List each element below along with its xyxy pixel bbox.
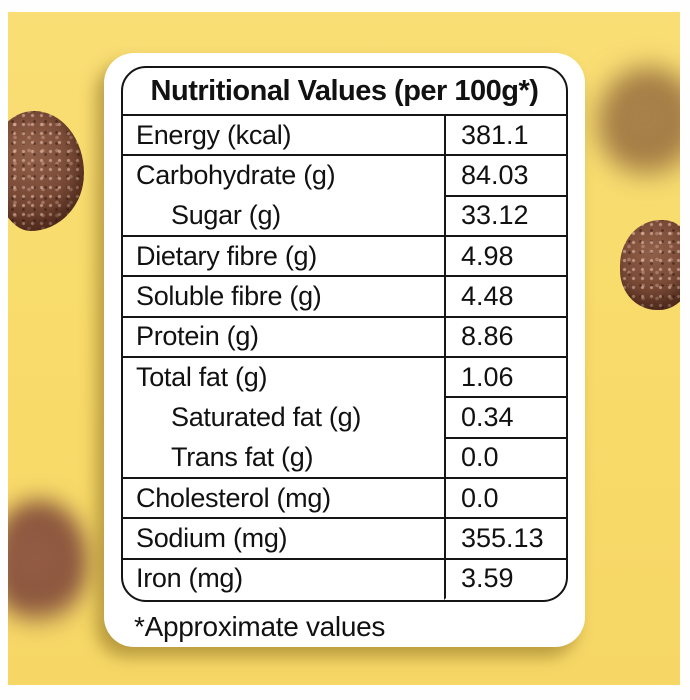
row-label: Energy (kcal) (123, 116, 444, 157)
chocolate-ball-bottom-left-blurred (8, 498, 88, 630)
chocolate-ball-top-right-blurred (598, 67, 680, 179)
row-label: Dietary fibre (g) (123, 237, 444, 278)
row-label: Trans fat (g) (123, 439, 444, 479)
approximate-values-footnote: *Approximate values (134, 611, 386, 642)
table-row: Total fat (g) 1.06 (123, 357, 566, 399)
table-row: Carbohydrate (g) 84.03 (123, 156, 566, 197)
row-value: 0.0 (444, 478, 566, 520)
row-value: 381.1 (444, 116, 566, 157)
table-row: Energy (kcal) 381.1 (123, 116, 566, 157)
nutrition-label-card: Nutritional Values (per 100g*) Energy (k… (104, 53, 585, 647)
table-row: Dietary fibre (g) 4.98 (123, 236, 566, 278)
nutrition-table: Nutritional Values (per 100g*) Energy (k… (121, 66, 568, 602)
table-row: Cholesterol (mg) 0.0 (123, 478, 566, 520)
nutrition-rows: Energy (kcal) 381.1 Carbohydrate (g) 84.… (123, 116, 566, 600)
table-row: Sugar (g) 33.12 (123, 196, 566, 237)
row-label: Sodium (mg) (123, 519, 444, 560)
row-value: 0.0 (444, 438, 566, 479)
row-label: Cholesterol (mg) (123, 479, 444, 520)
table-row: Soluble fibre (g) 4.48 (123, 277, 566, 318)
row-label: Saturated fat (g) (171, 401, 362, 432)
yellow-background: Nutritional Values (per 100g*) Energy (k… (8, 12, 680, 685)
row-value: 8.86 (444, 317, 566, 358)
table-row: Sodium (mg) 355.13 (123, 519, 566, 560)
table-row: Saturated fat (g) 0.34 (123, 398, 566, 439)
table-row: Trans fat (g) 0.0 (123, 438, 566, 479)
row-value: 33.12 (444, 196, 566, 237)
table-row: Iron (mg) 3.59 (123, 559, 566, 600)
row-value: 4.98 (444, 236, 566, 278)
row-value: 84.03 (444, 156, 566, 197)
row-label: Protein (g) (123, 318, 444, 358)
row-label: Total fat (g) (136, 361, 268, 392)
row-value: 4.48 (444, 277, 566, 318)
chocolate-ball-left (8, 111, 84, 231)
row-value: 3.59 (444, 559, 566, 600)
row-label: Carbohydrate (g) (136, 159, 336, 190)
table-row: Protein (g) 8.86 (123, 317, 566, 358)
row-label: Soluble fibre (g) (123, 277, 444, 318)
row-value: 1.06 (444, 357, 566, 399)
row-label: Iron (mg) (136, 563, 243, 594)
row-value: 0.34 (444, 398, 566, 439)
row-value: 355.13 (444, 519, 566, 560)
row-label: Sugar (g) (123, 197, 444, 237)
nutrition-table-title: Nutritional Values (per 100g*) (123, 68, 566, 116)
chocolate-ball-right (620, 220, 680, 310)
